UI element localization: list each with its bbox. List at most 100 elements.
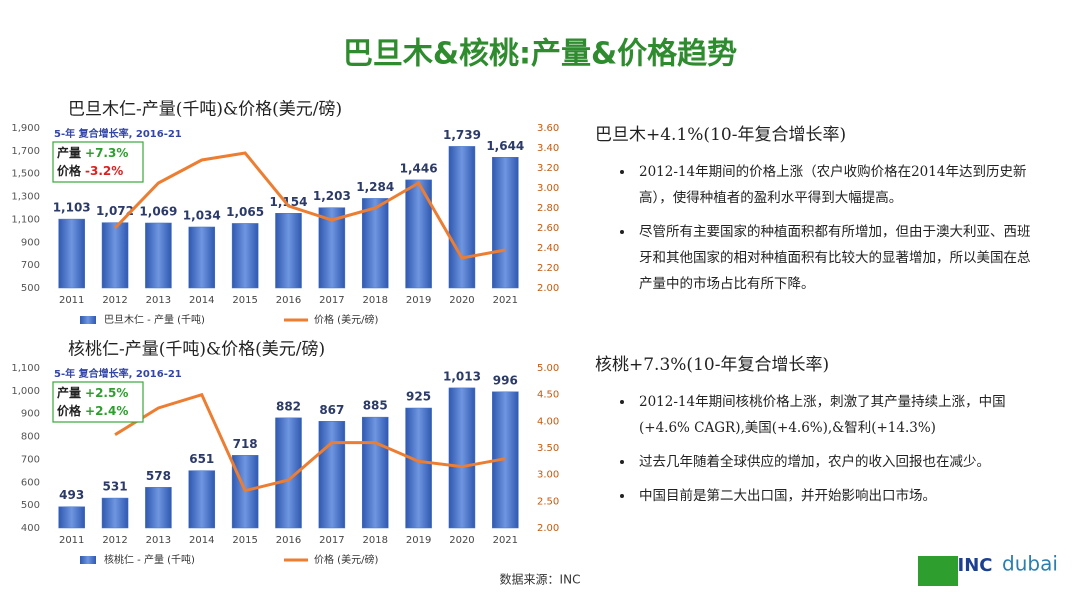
annotation-label: 产量 (57, 145, 81, 160)
price-line (113, 151, 506, 260)
annotation-item: 价格 +2.4% (57, 403, 128, 418)
value-label: 1,069 (139, 204, 177, 218)
y2-tick-label: 3.40 (537, 143, 559, 154)
y-tick-label: 1,100 (11, 363, 40, 374)
y2-tick-label: 2.40 (537, 243, 559, 254)
x-tick-label: 2011 (59, 295, 84, 306)
y-tick-label: 600 (21, 477, 40, 488)
value-label: 651 (189, 452, 214, 466)
x-tick-label: 2015 (232, 295, 257, 306)
value-label: 578 (146, 469, 171, 483)
y2-tick-label: 3.60 (537, 123, 559, 134)
bar (448, 387, 476, 529)
value-label: 1,739 (443, 128, 481, 142)
chart-title: 巴旦木仁-产量(千吨)&价格(美元/磅) (68, 100, 342, 120)
annotation-label: 价格 (57, 163, 82, 178)
annotation-label: 产量 (57, 385, 81, 400)
value-label: 1,034 (183, 208, 221, 222)
bar (405, 407, 432, 529)
y-tick-label: 900 (21, 409, 40, 420)
x-tick-label: 2020 (449, 535, 474, 546)
bar (448, 146, 476, 289)
x-tick-label: 2016 (276, 295, 301, 306)
y2-tick-label: 2.80 (537, 203, 559, 214)
logo-dubai: dubai (1002, 552, 1058, 576)
bar (101, 497, 129, 529)
y2-tick-label: 5.00 (537, 363, 559, 374)
y-tick-label: 400 (21, 523, 40, 534)
logo-mark (918, 556, 958, 586)
x-tick-label: 2014 (189, 535, 214, 546)
value-label: 885 (363, 399, 388, 413)
x-tick-label: 2018 (363, 295, 388, 306)
y-tick-label: 500 (21, 500, 40, 511)
y2-tick-label: 2.20 (537, 263, 559, 274)
bullet-list: 2012-14年期间的价格上涨（农户收购价格在2014年达到历史新高），使得种植… (595, 159, 1035, 297)
x-tick-label: 2012 (102, 295, 127, 306)
x-tick-label: 2020 (449, 295, 474, 306)
bar (145, 222, 172, 289)
bullet: 尽管所有主要国家的种植面积都有所增加，但由于澳大利亚、西班牙和其他国家的相对种植… (635, 219, 1035, 297)
bar (275, 213, 302, 289)
bar (188, 226, 216, 289)
value-label: 531 (103, 480, 128, 494)
y-tick-label: 1,100 (11, 214, 40, 225)
y-tick-label: 1,500 (11, 169, 40, 180)
section-heading: 核桃+7.3%(10-年复合增长率) (595, 355, 830, 375)
legend-label: 价格 (美元/磅) (314, 553, 378, 566)
x-tick-label: 2011 (59, 535, 84, 546)
annotation-value: +2.5% (85, 386, 128, 400)
bar (188, 470, 216, 529)
legend-swatch (80, 556, 96, 564)
slide-title: 巴旦木&核桃:产量&价格趋势 (343, 37, 737, 72)
x-tick-label: 2017 (319, 295, 344, 306)
annotation-value: +2.4% (85, 404, 128, 418)
legend-label: 巴旦木仁 - 产量 (千吨) (104, 313, 205, 326)
bullet: 2012-14年期间的价格上涨（农户收购价格在2014年达到历史新高），使得种植… (635, 159, 1035, 211)
value-label: 1,103 (53, 201, 91, 215)
x-tick-label: 2019 (406, 295, 431, 306)
x-tick-label: 2021 (493, 295, 518, 306)
bar (231, 223, 259, 289)
y-tick-label: 500 (21, 283, 40, 294)
value-label: 1,154 (270, 195, 308, 209)
legend-swatch (80, 316, 96, 324)
y2-tick-label: 3.00 (537, 470, 559, 481)
y-tick-label: 1,900 (11, 123, 40, 134)
bullet: 中国目前是第二大出口国，并开始影响出口市场。 (635, 483, 1035, 509)
y2-tick-label: 2.00 (537, 283, 559, 294)
value-label: 493 (59, 488, 84, 502)
chart-title: 核桃仁-产量(千吨)&价格(美元/磅) (68, 340, 325, 360)
x-tick-label: 2015 (232, 535, 257, 546)
value-label: 925 (406, 390, 431, 404)
x-tick-label: 2013 (146, 295, 171, 306)
legend-label: 价格 (美元/磅) (314, 313, 378, 326)
y2-tick-label: 2.50 (537, 496, 559, 507)
y-tick-label: 1,700 (11, 146, 40, 157)
x-tick-label: 2016 (276, 535, 301, 546)
annotation-item: 产量 +7.3% (57, 145, 128, 160)
bullet: 2012-14年期间核桃价格上涨，刺激了其产量持续上涨，中国(+4.6% CAG… (635, 389, 1035, 441)
x-tick-label: 2014 (189, 295, 214, 306)
annotation-value: -3.2% (85, 164, 123, 178)
value-label: 1,072 (96, 204, 134, 218)
annotation-item: 价格 -3.2% (57, 163, 123, 178)
section: 核桃+7.3%(10-年复合增长率) 2012-14年期间核桃价格上涨，刺激了其产… (595, 350, 1035, 517)
y2-tick-label: 4.50 (537, 390, 559, 401)
x-tick-label: 2017 (319, 535, 344, 546)
y-tick-label: 700 (21, 260, 40, 271)
bar (58, 218, 85, 289)
y2-tick-label: 2.00 (537, 523, 559, 534)
value-label: 867 (319, 403, 344, 417)
bar (318, 421, 346, 529)
bar (361, 198, 389, 289)
annotation-box (52, 141, 144, 183)
x-tick-label: 2019 (406, 535, 431, 546)
bullet-list: 2012-14年期间核桃价格上涨，刺激了其产量持续上涨，中国(+4.6% CAG… (595, 389, 1035, 509)
bar (101, 222, 129, 289)
y-tick-label: 1,300 (11, 192, 40, 203)
section-heading: 巴旦木+4.1%(10-年复合增长率) (595, 125, 847, 145)
bar (58, 506, 85, 529)
